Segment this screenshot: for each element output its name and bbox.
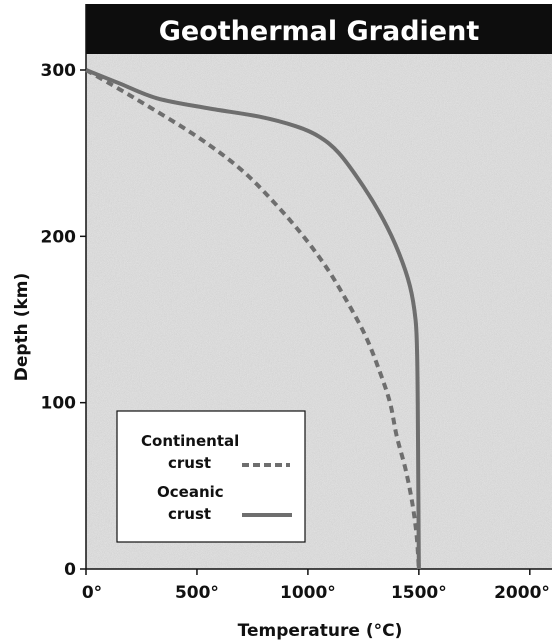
y-tick-label: 100 [41,394,77,414]
legend-continental-line1: Continental [141,432,239,450]
legend-oceanic-line1: Oceanic [157,483,224,501]
y-axis-title: Depth (km) [12,273,32,382]
x-tick-label: 0° [82,583,102,603]
x-tick-label: 500° [175,583,219,603]
y-axis-ticks: 0 100 200 300 [41,61,86,580]
series-line-oceanic-crust [85,68,421,570]
x-tick-label: 2000° [494,583,550,603]
legend-continental-line2: crust [168,454,211,472]
legend-oceanic-line2: crust [168,505,211,523]
y-tick-label: 300 [41,61,77,81]
y-tick-label: 200 [41,227,77,247]
x-tick-label: 1500° [391,583,447,603]
title-banner [86,4,552,54]
series-layer [84,68,421,570]
x-axis-title: Temperature (°C) [238,621,403,641]
legend: Continental crust Oceanic crust [116,410,306,543]
series-line-continental-crust [84,68,421,570]
x-tick-label: 1000° [280,583,336,603]
y-tick-label: 0 [64,560,76,580]
legend-box [116,410,306,543]
x-axis-ticks: 0° 500° 1000° 1500° 2000° [82,569,550,603]
chart-title: Geothermal Gradient [159,16,480,47]
